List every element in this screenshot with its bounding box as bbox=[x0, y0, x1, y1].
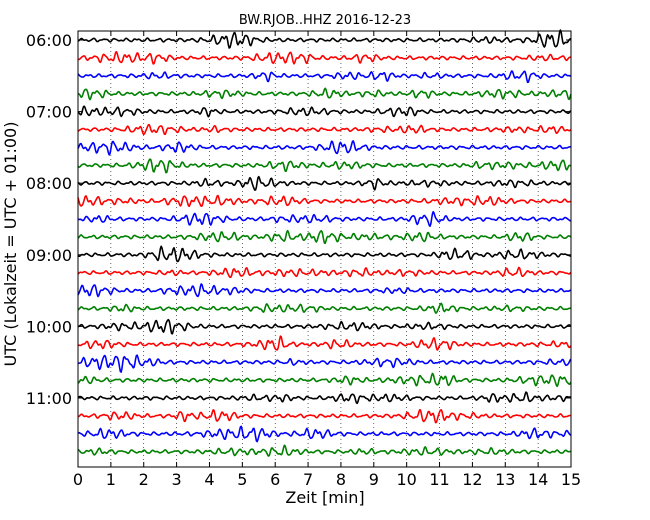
x-tick-label: 14 bbox=[528, 470, 548, 489]
y-tick-label: 07:00 bbox=[26, 103, 72, 122]
trace-row bbox=[77, 266, 572, 279]
trace-row bbox=[77, 140, 571, 156]
trace-row bbox=[77, 175, 572, 191]
x-tick-label: 10 bbox=[396, 470, 416, 489]
x-tick-label: 1 bbox=[106, 470, 116, 489]
trace-row bbox=[77, 283, 572, 298]
y-tick-label: 09:00 bbox=[26, 246, 72, 265]
x-tick-label: 11 bbox=[429, 470, 449, 489]
trace-row bbox=[77, 335, 572, 351]
x-tick-label: 12 bbox=[462, 470, 482, 489]
trace-row bbox=[77, 245, 571, 263]
x-axis-ticks: 0 1 2 3 4 5 6 7 8 9 10 11 12 13 14 15 bbox=[73, 31, 581, 489]
trace-row bbox=[77, 391, 571, 405]
x-axis-label: Zeit [min] bbox=[285, 488, 364, 507]
x-tick-label: 8 bbox=[336, 470, 346, 489]
trace-row bbox=[77, 123, 572, 136]
y-tick-label: 11:00 bbox=[26, 389, 72, 408]
trace-row bbox=[77, 50, 571, 65]
y-tick-label: 10:00 bbox=[26, 317, 72, 336]
trace-row bbox=[77, 211, 571, 227]
trace-row bbox=[77, 372, 572, 388]
trace-row bbox=[77, 425, 572, 443]
y-axis-label: UTC (Lokalzeit = UTC + 01:00) bbox=[1, 122, 20, 367]
trace-row bbox=[77, 354, 572, 373]
trace-row bbox=[77, 444, 571, 457]
x-tick-label: 5 bbox=[237, 470, 247, 489]
chart-title: BW.RJOB..HHZ 2016-12-23 bbox=[239, 13, 411, 28]
x-tick-label: 13 bbox=[495, 470, 515, 489]
trace-row bbox=[77, 87, 572, 101]
trace-row bbox=[77, 302, 571, 314]
x-tick-label: 0 bbox=[73, 470, 83, 489]
trace-row bbox=[77, 105, 572, 118]
trace-row bbox=[77, 158, 572, 174]
trace-row bbox=[77, 229, 572, 245]
y-tick-label: 06:00 bbox=[26, 31, 72, 50]
x-tick-label: 7 bbox=[303, 470, 313, 489]
x-tick-label: 6 bbox=[270, 470, 280, 489]
x-tick-label: 3 bbox=[172, 470, 182, 489]
y-tick-label: 08:00 bbox=[26, 174, 72, 193]
x-tick-label: 2 bbox=[139, 470, 149, 489]
plot-frame bbox=[77, 30, 572, 468]
x-tick-label: 4 bbox=[204, 470, 214, 489]
trace-row bbox=[77, 318, 572, 335]
trace-row bbox=[77, 408, 571, 424]
x-tick-label: 15 bbox=[561, 470, 581, 489]
grid-lines bbox=[110, 31, 539, 467]
trace-row bbox=[77, 70, 572, 84]
trace-row bbox=[77, 29, 572, 49]
y-axis-ticks: 06:00 07:00 08:00 09:00 10:00 11:00 bbox=[26, 31, 571, 408]
x-tick-label: 9 bbox=[369, 470, 379, 489]
trace-layer bbox=[77, 29, 572, 457]
trace-row bbox=[77, 194, 571, 208]
